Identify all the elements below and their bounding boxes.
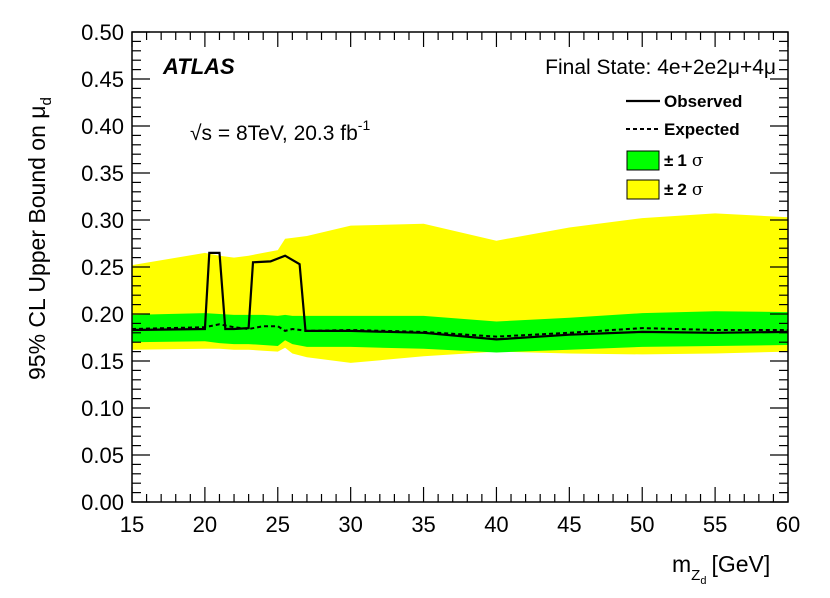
legend-band1-pm: ± — [664, 151, 673, 170]
y-tick-label: 0.40 — [81, 114, 124, 139]
expected-line — [131, 323, 788, 338]
y-tick-label: 0.05 — [81, 443, 124, 468]
legend-band2-pm: ± — [664, 180, 673, 199]
legend-band1-swatch — [626, 150, 660, 171]
x-tick-label: 25 — [266, 512, 290, 537]
energy-lumi-main: √s = 8TeV, 20.3 fb — [190, 122, 358, 145]
legend-band2-swatch — [626, 179, 660, 200]
x-tick-labels: 15 20 25 30 35 40 45 50 55 60 — [120, 512, 800, 537]
atlas-label: ATLAS — [162, 54, 235, 79]
legend-band1-label: ±1 σ — [664, 151, 704, 171]
x-tick-label: 30 — [338, 512, 362, 537]
y-tick-label: 0.00 — [81, 490, 124, 515]
y-tick-label: 0.10 — [81, 396, 124, 421]
observed-line — [131, 251, 789, 341]
legend: Observed Expected ±1 σ ±2 σ — [626, 92, 742, 200]
y-tick-label: 0.50 — [81, 20, 124, 45]
y-axis-title-main: 95% CL Upper Bound on μ — [24, 105, 50, 380]
x-axis-title: mZd [GeV] — [672, 551, 770, 587]
x-tick-label: 20 — [193, 512, 217, 537]
lines-layer — [131, 251, 789, 341]
legend-band2-n: 2 — [677, 180, 686, 199]
y-axis-title-sub: d — [38, 97, 55, 105]
energy-lumi-label: √s = 8TeV, 20.3 fb-1 — [190, 117, 370, 145]
y-tick-label: 0.25 — [81, 255, 124, 280]
legend-band2-label: ±2 σ — [664, 180, 704, 200]
x-axis-title-subsub: d — [700, 575, 706, 587]
y-tick-labels: 0.00 0.05 0.10 0.15 0.20 0.25 0.30 0.35 0.40 0.45… — [81, 20, 124, 515]
legend-band2-sigma: σ — [692, 180, 704, 200]
x-axis-title-main: m — [672, 551, 691, 577]
y-tick-label: 0.30 — [81, 208, 124, 233]
final-state-label: Final State: 4e+2e2μ+4μ — [545, 56, 776, 79]
legend-expected-label: Expected — [664, 120, 740, 139]
x-axis-title-sub: Z — [691, 567, 700, 584]
x-tick-label: 35 — [411, 512, 435, 537]
x-tick-label: 45 — [557, 512, 581, 537]
x-tick-label: 15 — [120, 512, 144, 537]
y-tick-label: 0.15 — [81, 349, 124, 374]
y-tick-label: 0.35 — [81, 161, 124, 186]
band-1sigma — [132, 311, 788, 353]
bands-layer — [132, 213, 788, 363]
legend-observed-label: Observed — [664, 92, 742, 111]
legend-band1-n: 1 — [677, 151, 686, 170]
x-axis-title-unit: [GeV] — [711, 551, 770, 577]
energy-lumi-sup: -1 — [358, 117, 371, 133]
x-tick-label: 55 — [703, 512, 727, 537]
legend-band1-sigma: σ — [692, 151, 704, 171]
plot-frame — [131, 31, 789, 503]
y-axis-title: 95% CL Upper Bound on μd — [24, 97, 55, 380]
x-tick-label: 40 — [484, 512, 508, 537]
y-tick-label: 0.20 — [81, 302, 124, 327]
x-tick-label: 60 — [776, 512, 800, 537]
y-tick-label: 0.45 — [81, 67, 124, 92]
x-tick-label: 50 — [630, 512, 654, 537]
